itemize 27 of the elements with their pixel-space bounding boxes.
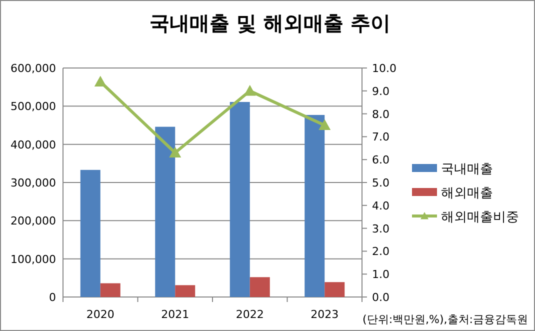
y2tick: 3.0 xyxy=(372,222,390,236)
xtick: 2021 xyxy=(161,308,190,321)
xtick: 2022 xyxy=(236,308,264,321)
legend-label: 해외매출비중 xyxy=(441,210,519,225)
y2tick: 4.0 xyxy=(372,199,390,212)
title: 국내매출 및 해외매출 추이 xyxy=(150,11,390,35)
y2tick: 2.0 xyxy=(372,245,390,258)
ytick: 500,000 xyxy=(10,100,56,114)
xtick: 2023 xyxy=(310,308,339,321)
y2tick: 10.0 xyxy=(372,62,396,75)
y2tick: 9.0 xyxy=(372,84,390,98)
y2tick: 7.0 xyxy=(372,130,390,144)
y2tick: 8.0 xyxy=(372,108,390,121)
y2tick: 6.0 xyxy=(372,154,390,167)
legend-label: 국내매출 xyxy=(441,162,493,177)
xtick: 2020 xyxy=(86,308,114,321)
ytick: 0 xyxy=(49,291,56,304)
legend-label: 해외매출 xyxy=(441,186,493,201)
y2tick: 1.0 xyxy=(372,268,390,282)
y2tick: 5.0 xyxy=(372,176,390,190)
ytick: 400,000 xyxy=(10,138,56,152)
ytick: 100,000 xyxy=(10,252,56,266)
annotation: (단위:백만원,%),출처:금융감독원 xyxy=(362,313,528,326)
ytick: 200,000 xyxy=(10,214,56,228)
ytick: 600,000 xyxy=(10,62,56,75)
y2tick: 0.0 xyxy=(372,291,390,304)
ytick: 300,000 xyxy=(10,176,56,190)
